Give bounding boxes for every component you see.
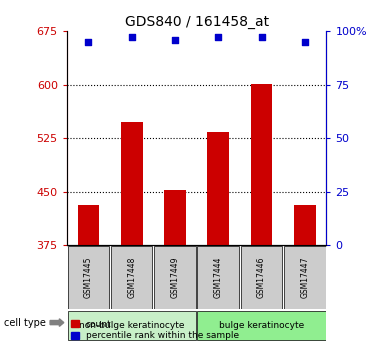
Point — [129, 35, 135, 40]
Text: cell type: cell type — [4, 318, 46, 327]
Text: GSM17445: GSM17445 — [84, 257, 93, 298]
Bar — [78, 205, 99, 245]
Text: GSM17447: GSM17447 — [301, 257, 309, 298]
FancyBboxPatch shape — [68, 246, 109, 309]
FancyBboxPatch shape — [197, 311, 326, 340]
FancyBboxPatch shape — [284, 246, 326, 309]
FancyBboxPatch shape — [241, 246, 282, 309]
Text: GSM17446: GSM17446 — [257, 257, 266, 298]
Text: GSM17444: GSM17444 — [214, 257, 223, 298]
Bar — [207, 132, 229, 245]
FancyBboxPatch shape — [154, 246, 196, 309]
Bar — [251, 84, 272, 245]
Legend: count, percentile rank within the sample: count, percentile rank within the sample — [71, 320, 239, 341]
Text: bulge keratinocyte: bulge keratinocyte — [219, 321, 304, 330]
Title: GDS840 / 161458_at: GDS840 / 161458_at — [125, 14, 269, 29]
FancyBboxPatch shape — [197, 246, 239, 309]
Point — [172, 37, 178, 42]
Text: GSM17448: GSM17448 — [127, 257, 136, 298]
FancyBboxPatch shape — [68, 311, 196, 340]
Text: non-bulge keratinocyte: non-bulge keratinocyte — [79, 321, 184, 330]
Bar — [294, 205, 316, 245]
Bar — [164, 189, 186, 245]
Text: GSM17449: GSM17449 — [171, 257, 180, 298]
FancyBboxPatch shape — [111, 246, 152, 309]
Point — [85, 39, 91, 45]
Point — [302, 39, 308, 45]
Point — [259, 35, 265, 40]
Point — [215, 35, 221, 40]
Bar — [121, 122, 142, 245]
